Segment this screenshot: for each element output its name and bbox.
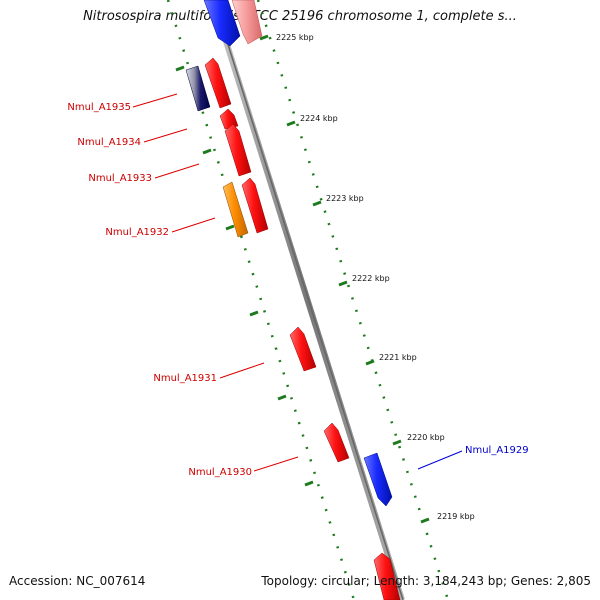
gene-nmul-a1931-arrow[interactable] [289, 326, 317, 372]
gene-nmul-a1930-arrow[interactable] [323, 422, 350, 463]
gene-label-nmul-a1933[interactable]: Nmul_A1933 [88, 173, 152, 184]
gene-label-nmul-a1930[interactable]: Nmul_A1930 [188, 467, 252, 478]
scale-tick [175, 65, 185, 72]
leader-lines [132, 93, 463, 472]
gene-label-nmul-a1935[interactable]: Nmul_A1935 [67, 102, 131, 113]
outer-track-guide [256, 0, 450, 600]
scale-tick [202, 148, 212, 155]
scale-tick [304, 480, 314, 487]
gene-partial-top[interactable] [203, 0, 263, 47]
gene-label-nmul-a1934[interactable]: Nmul_A1934 [77, 137, 141, 148]
scale-tick [277, 394, 287, 401]
scale-label: 2222 kbp [352, 274, 390, 283]
gene-label-nmul-a1931[interactable]: Nmul_A1931 [153, 373, 217, 384]
gene-label-nmul-a1932[interactable]: Nmul_A1932 [105, 227, 169, 238]
scale-tick [286, 120, 296, 127]
scale-label: 2221 kbp [379, 353, 417, 362]
gene-nmul-a1935-arrow[interactable] [185, 57, 232, 112]
scale-labels: 2225 kbp 2224 kbp 2223 kbp 2222 kbp 2221… [276, 33, 475, 521]
scale-label: 2220 kbp [407, 433, 445, 442]
scale-tick [392, 439, 402, 446]
scale-tick [249, 310, 259, 317]
scale-tick [338, 280, 348, 287]
scale-label: 2224 kbp [300, 114, 338, 123]
scale-tick [312, 200, 322, 207]
map-title: Nitrosospira multiformis ATCC 25196 chro… [83, 9, 517, 24]
scale-label: 2223 kbp [326, 194, 364, 203]
scale-ticks [175, 34, 430, 524]
accession-text: Accession: NC_007614 [9, 574, 146, 588]
gene-label-nmul-a1929[interactable]: Nmul_A1929 [465, 445, 529, 456]
scale-tick [259, 34, 269, 41]
gene-nmul-a1934-arrow[interactable] [219, 108, 239, 130]
gene-nmul-a1929-arrow[interactable] [363, 452, 393, 507]
scale-label: 2219 kbp [437, 512, 475, 521]
chromosome-backbone [210, 0, 405, 600]
scale-tick [420, 517, 430, 524]
scale-label: 2225 kbp [276, 33, 314, 42]
scale-tick [365, 359, 375, 366]
gene-partial-bottom[interactable] [373, 552, 401, 600]
topology-summary-text: Topology: circular; Length: 3,184,243 bp… [261, 574, 591, 588]
gene-nmul-a1933-arrow[interactable] [224, 123, 252, 177]
gene-labels: Nmul_A1935 Nmul_A1934 Nmul_A1933 Nmul_A1… [67, 102, 528, 478]
gene-nmul-a1932-arrow[interactable] [222, 177, 269, 238]
scale-tick [225, 224, 235, 231]
